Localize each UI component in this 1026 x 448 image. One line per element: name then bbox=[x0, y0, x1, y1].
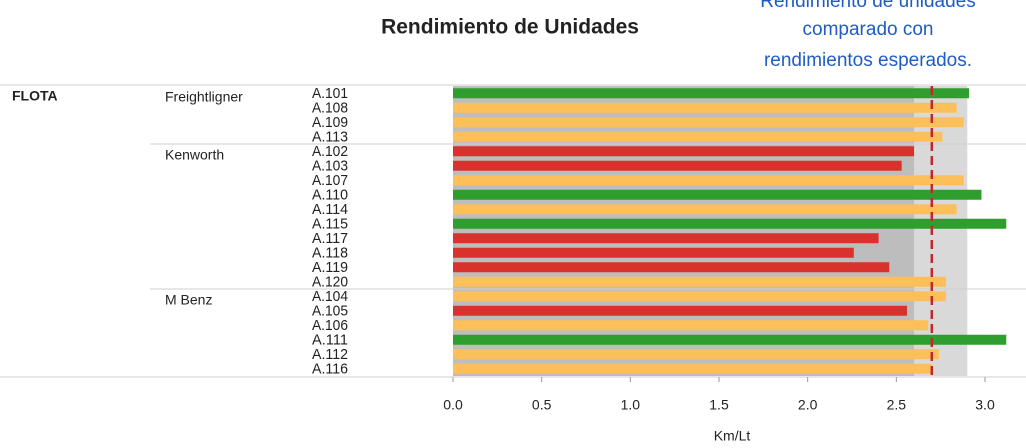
row-label: A.113 bbox=[312, 129, 348, 146]
row-label: A.111 bbox=[312, 332, 348, 349]
annotation: comparado con bbox=[803, 19, 934, 40]
bar bbox=[453, 88, 970, 99]
x-tick-label: 0.5 bbox=[532, 397, 552, 413]
group-label: M Benz bbox=[165, 292, 212, 308]
row-label: A.103 bbox=[312, 158, 348, 175]
row-label: A.120 bbox=[312, 274, 348, 291]
x-tick-label: 2.5 bbox=[887, 397, 907, 413]
row-label: A.101 bbox=[312, 85, 348, 102]
bar bbox=[453, 146, 915, 157]
bar bbox=[453, 131, 943, 142]
bar bbox=[453, 233, 879, 244]
bar bbox=[453, 175, 964, 186]
bar bbox=[453, 204, 957, 215]
row-label: A.118 bbox=[312, 245, 348, 262]
bar bbox=[453, 334, 1007, 345]
row-label: A.114 bbox=[312, 201, 348, 218]
bar bbox=[453, 189, 982, 200]
bar bbox=[453, 218, 1007, 229]
bar bbox=[453, 291, 946, 302]
row-label: A.112 bbox=[312, 346, 348, 363]
row-label: A.109 bbox=[312, 114, 348, 131]
x-tick-label: 1.0 bbox=[621, 397, 641, 413]
group-label: Freightligner bbox=[165, 89, 243, 105]
row-label: A.115 bbox=[312, 216, 348, 233]
bar bbox=[453, 305, 907, 316]
row-label: A.116 bbox=[312, 361, 348, 378]
row-label: A.104 bbox=[312, 288, 348, 305]
column-header: FLOTA bbox=[12, 88, 58, 104]
chart-title: Rendimiento de Unidades bbox=[381, 16, 639, 39]
row-label: A.105 bbox=[312, 303, 348, 320]
row-label: A.110 bbox=[312, 187, 348, 204]
bar bbox=[453, 262, 890, 273]
x-tick-label: 1.5 bbox=[709, 397, 729, 413]
bar bbox=[453, 102, 957, 113]
row-label: A.117 bbox=[312, 230, 348, 247]
bar bbox=[453, 363, 932, 374]
x-tick-label: 2.0 bbox=[798, 397, 818, 413]
x-axis-label: Km/Lt bbox=[714, 428, 751, 444]
bar bbox=[453, 160, 902, 171]
annotation: rendimientos esperados. bbox=[764, 50, 972, 71]
x-tick-label: 3.0 bbox=[975, 397, 995, 413]
bar bbox=[453, 117, 964, 128]
row-label: A.119 bbox=[312, 259, 348, 276]
row-label: A.107 bbox=[312, 172, 348, 189]
row-label: A.108 bbox=[312, 100, 348, 117]
row-label: A.106 bbox=[312, 317, 348, 334]
bar bbox=[453, 276, 946, 287]
row-label: A.102 bbox=[312, 143, 348, 160]
annotation: Rendimiento de unidades bbox=[760, 0, 976, 12]
group-label: Kenworth bbox=[165, 147, 224, 163]
band bbox=[453, 86, 915, 376]
bar bbox=[453, 320, 929, 331]
bar bbox=[453, 349, 939, 360]
x-tick-label: 0.0 bbox=[443, 397, 463, 413]
bar bbox=[453, 247, 854, 258]
